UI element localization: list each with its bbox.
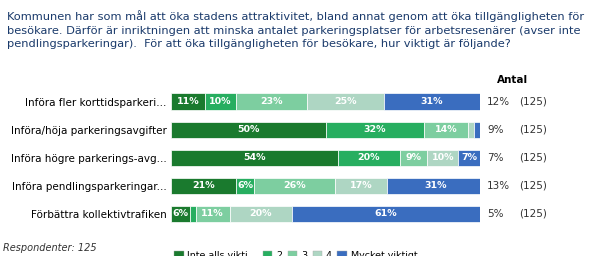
Text: 21%: 21% — [192, 181, 215, 190]
Bar — [338, 150, 400, 166]
Text: 26%: 26% — [283, 181, 306, 190]
Text: 61%: 61% — [374, 209, 397, 218]
Text: 5%: 5% — [487, 209, 504, 219]
Text: 7%: 7% — [461, 153, 477, 162]
Text: 11%: 11% — [202, 209, 224, 218]
Text: 20%: 20% — [358, 153, 380, 162]
Text: (125): (125) — [519, 125, 547, 135]
Text: 6%: 6% — [172, 209, 188, 218]
Text: 9%: 9% — [487, 125, 504, 135]
Text: Respondenter: 125: Respondenter: 125 — [3, 243, 97, 253]
Bar — [307, 93, 384, 110]
Text: Kommunen har som mål att öka stadens attraktivitet, bland annat genom att öka ti: Kommunen har som mål att öka stadens att… — [7, 10, 584, 49]
Bar — [190, 206, 196, 222]
Bar — [171, 122, 325, 138]
Bar — [171, 178, 236, 194]
Legend: Inte alls vikti..., 2, 3, 4, Mycket viktigt ...: Inte alls vikti..., 2, 3, 4, Mycket vikt… — [174, 251, 430, 256]
Bar — [171, 93, 205, 110]
Text: (125): (125) — [519, 181, 547, 191]
Bar — [292, 206, 480, 222]
Text: 17%: 17% — [350, 181, 373, 190]
Text: 13%: 13% — [487, 181, 511, 191]
Bar — [384, 93, 480, 110]
Bar — [474, 122, 480, 138]
Text: 31%: 31% — [421, 97, 443, 106]
Bar — [458, 150, 480, 166]
Bar — [205, 93, 236, 110]
Text: 11%: 11% — [176, 97, 199, 106]
Bar — [236, 93, 307, 110]
Bar — [400, 150, 427, 166]
Text: 31%: 31% — [424, 181, 446, 190]
Text: Antal: Antal — [497, 75, 529, 85]
Text: 32%: 32% — [364, 125, 386, 134]
Bar — [467, 122, 474, 138]
Bar — [230, 206, 292, 222]
Bar — [171, 150, 338, 166]
Text: 54%: 54% — [243, 153, 266, 162]
Text: 12%: 12% — [487, 97, 511, 106]
Text: 10%: 10% — [209, 97, 232, 106]
Text: 6%: 6% — [237, 181, 253, 190]
Text: 50%: 50% — [237, 125, 259, 134]
Text: 9%: 9% — [406, 153, 422, 162]
Bar — [171, 206, 190, 222]
Text: (125): (125) — [519, 209, 547, 219]
Text: 14%: 14% — [434, 125, 457, 134]
Bar — [254, 178, 335, 194]
Bar — [427, 150, 458, 166]
Bar — [335, 178, 388, 194]
Bar — [196, 206, 230, 222]
Text: 10%: 10% — [431, 153, 454, 162]
Text: (125): (125) — [519, 97, 547, 106]
Bar — [388, 178, 483, 194]
Text: 7%: 7% — [487, 153, 504, 163]
Bar — [236, 178, 254, 194]
Text: (125): (125) — [519, 153, 547, 163]
Text: 23%: 23% — [260, 97, 283, 106]
Text: 25%: 25% — [334, 97, 357, 106]
Bar — [424, 122, 467, 138]
Bar — [325, 122, 424, 138]
Text: 20%: 20% — [250, 209, 272, 218]
